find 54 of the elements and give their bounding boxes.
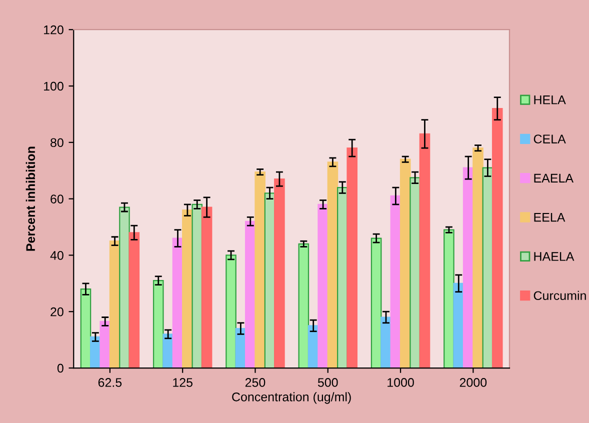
bar	[254, 171, 266, 368]
x-tick-label: 125	[173, 378, 192, 387]
y-tick-label: 80	[50, 138, 64, 148]
bar	[472, 147, 484, 368]
bar	[80, 288, 92, 368]
bar	[109, 240, 120, 368]
bar	[244, 220, 256, 368]
legend-label: Curcumin	[534, 290, 586, 300]
legend-label: HELA	[534, 96, 566, 104]
y-tick-label: 120	[44, 25, 64, 34]
y-axis-title: Percent inhibition	[26, 146, 36, 251]
bar	[318, 204, 328, 368]
bar	[128, 232, 140, 368]
legend-label: EELA	[534, 213, 566, 222]
bar	[192, 204, 203, 368]
bar	[370, 238, 382, 368]
bar	[327, 162, 338, 368]
bar	[226, 254, 236, 368]
bar	[380, 316, 392, 368]
bar	[274, 178, 285, 368]
bar	[482, 167, 494, 368]
bar	[346, 147, 358, 368]
x-tick-label: 1000	[388, 378, 414, 387]
x-tick-label: 250	[245, 378, 266, 387]
bar	[264, 192, 276, 368]
y-tick-label: 60	[50, 194, 64, 204]
bar	[182, 210, 193, 368]
bar	[453, 282, 464, 368]
bar	[390, 195, 402, 368]
y-tick-label: 40	[50, 251, 64, 260]
x-axis-title: Concentration (ug/ml)	[232, 392, 351, 404]
bar	[172, 238, 184, 368]
bar	[444, 229, 454, 368]
bar	[410, 177, 420, 368]
bar	[337, 186, 348, 368]
x-tick-label: 2000	[460, 378, 487, 387]
legend-label: CELA	[534, 134, 566, 144]
bar	[201, 206, 212, 368]
legend-label: HAELA	[534, 252, 574, 261]
y-tick-label: 0	[57, 364, 64, 373]
bar	[462, 167, 474, 368]
legend-label: EAELA	[534, 174, 574, 182]
bar	[152, 280, 164, 368]
bar	[162, 334, 174, 368]
y-tick-label: 100	[44, 82, 64, 91]
bar	[100, 320, 110, 368]
y-tick-label: 20	[50, 307, 64, 316]
bar	[492, 108, 503, 368]
bar	[119, 206, 130, 368]
x-tick-label: 500	[318, 378, 338, 387]
bar	[298, 243, 310, 368]
x-tick-label: 62.5	[98, 378, 122, 387]
bar	[419, 133, 430, 368]
bar	[400, 158, 411, 368]
